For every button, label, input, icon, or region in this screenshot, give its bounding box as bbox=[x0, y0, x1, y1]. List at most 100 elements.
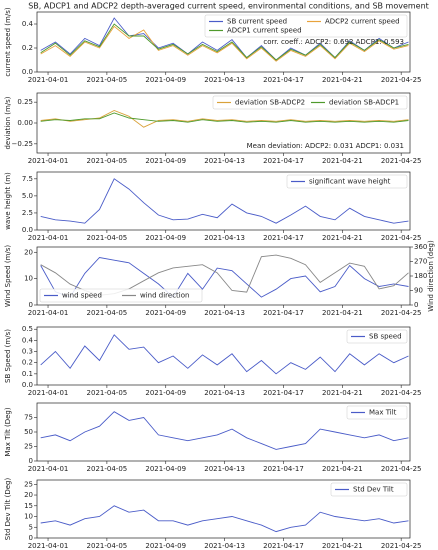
y-tick-label: 5.0 bbox=[22, 192, 33, 200]
series-line bbox=[40, 178, 409, 224]
legend-box bbox=[286, 174, 408, 189]
x-tick-label: 2021-04-17 bbox=[263, 157, 304, 165]
y-tick-label: 50 bbox=[24, 428, 33, 436]
x-tick-label: 2021-04-17 bbox=[263, 542, 304, 550]
x-tick-label: 2021-04-21 bbox=[322, 157, 363, 165]
y-axis-label: current speed (m/s) bbox=[4, 7, 12, 76]
x-tick-label: 2021-04-17 bbox=[263, 234, 304, 242]
series-line bbox=[40, 25, 409, 62]
x-tick-label: 2021-04-13 bbox=[204, 76, 245, 84]
y-tick-label: 0.25 bbox=[17, 98, 33, 106]
y-tick-label: 0.4 bbox=[22, 336, 34, 344]
y-tick-label: 2.5 bbox=[22, 209, 33, 217]
x-tick-label: 2021-04-05 bbox=[87, 465, 128, 473]
x-tick-label: 2021-04-21 bbox=[322, 465, 363, 473]
y-tick-label: 75 bbox=[24, 414, 33, 422]
x-tick-label: 2021-04-17 bbox=[263, 76, 304, 84]
x-tick-label: 2021-04-05 bbox=[87, 234, 128, 242]
x-tick-label: 2021-04-21 bbox=[322, 542, 363, 550]
series-line bbox=[40, 112, 409, 123]
x-tick-label: 2021-04-01 bbox=[28, 389, 69, 397]
legend-label: wind direction bbox=[140, 292, 189, 300]
series-line bbox=[40, 334, 409, 375]
y-axis-label: wave height (m) bbox=[4, 172, 12, 230]
x-tick-label: 2021-04-05 bbox=[87, 157, 128, 165]
y-tick-label: 20 bbox=[24, 248, 33, 256]
plot-frame bbox=[36, 479, 411, 539]
y-tick-label: 20 bbox=[24, 491, 33, 499]
legend-box bbox=[204, 14, 408, 38]
x-tick-label: 2021-04-05 bbox=[87, 542, 128, 550]
y-tick-label: 0.5 bbox=[22, 325, 33, 333]
y-tick-label: 0.0 bbox=[22, 68, 33, 76]
annotation: Mean deviation: ADCP2: 0.031 ADCP1: 0.03… bbox=[247, 142, 404, 150]
y2-tick-label: 180 bbox=[414, 272, 427, 280]
y-tick-label: 0.0 bbox=[22, 226, 33, 234]
x-tick-label: 2021-04-13 bbox=[204, 542, 245, 550]
x-tick-label: 2021-04-17 bbox=[263, 465, 304, 473]
chart-title: SB, ADCP1 and ADCP2 depth-averaged curre… bbox=[28, 2, 429, 11]
y2-axis-label: Wind direction (deg) bbox=[427, 240, 435, 312]
y-tick-label: −0.25 bbox=[12, 140, 33, 148]
x-tick-label: 2021-04-09 bbox=[145, 157, 186, 165]
series-line bbox=[40, 17, 409, 61]
x-tick-label: 2021-04-09 bbox=[145, 389, 186, 397]
x-tick-label: 2021-04-05 bbox=[87, 309, 128, 317]
y-tick-label: 7.5 bbox=[22, 175, 33, 183]
x-tick-label: 2021-04-21 bbox=[322, 309, 363, 317]
y2-tick-label: 90 bbox=[414, 287, 423, 295]
series-line bbox=[40, 505, 409, 533]
x-tick-label: 2021-04-17 bbox=[263, 389, 304, 397]
y-axis-label: deviation (m/s) bbox=[4, 96, 12, 149]
x-tick-label: 2021-04-01 bbox=[28, 465, 69, 473]
x-tick-label: 2021-04-13 bbox=[204, 389, 245, 397]
legend-label: ADCP1 current speed bbox=[227, 27, 302, 35]
legend-label: deviation SB-ADCP1 bbox=[329, 99, 399, 107]
x-tick-label: 2021-04-05 bbox=[87, 76, 128, 84]
y2-tick-label: 0 bbox=[414, 301, 418, 309]
y-axis-label: Max Tilt (Deg) bbox=[4, 407, 12, 456]
legend-label: SB current speed bbox=[227, 18, 287, 26]
legend-label: ADCP2 current speed bbox=[325, 18, 400, 26]
legend-label: Std Dev Tilt bbox=[353, 486, 394, 494]
x-tick-label: 2021-04-13 bbox=[204, 234, 245, 242]
y-tick-label: 0 bbox=[29, 457, 33, 465]
y-tick-label: 0.0 bbox=[22, 381, 33, 389]
x-tick-label: 2021-04-01 bbox=[28, 542, 69, 550]
series-line bbox=[40, 23, 409, 61]
y-tick-label: 5 bbox=[29, 523, 33, 531]
x-tick-label: 2021-04-25 bbox=[381, 76, 422, 84]
y2-tick-label: 360 bbox=[414, 243, 427, 251]
legend-box bbox=[39, 288, 203, 303]
series-line bbox=[40, 110, 409, 128]
series-line bbox=[40, 257, 409, 298]
legend-label: significant wave height bbox=[309, 178, 391, 186]
y-axis-label: SB Speed (m/s) bbox=[4, 329, 12, 383]
x-tick-label: 2021-04-13 bbox=[204, 465, 245, 473]
x-tick-label: 2021-04-21 bbox=[322, 76, 363, 84]
y2-tick-label: 270 bbox=[414, 258, 427, 266]
y-tick-label: 0 bbox=[29, 534, 33, 542]
y-tick-label: 15 bbox=[24, 502, 33, 510]
y-axis-label: Std Dev Tilt (Deg) bbox=[4, 478, 12, 541]
x-tick-label: 2021-04-01 bbox=[28, 309, 69, 317]
y-tick-label: 0.2 bbox=[22, 44, 33, 52]
legend-label: wind speed bbox=[62, 292, 102, 300]
x-tick-label: 2021-04-05 bbox=[87, 389, 128, 397]
x-tick-label: 2021-04-01 bbox=[28, 157, 69, 165]
y-axis-label: Wind Speed (m/s) bbox=[4, 245, 12, 308]
x-tick-label: 2021-04-25 bbox=[381, 309, 422, 317]
legend-box bbox=[212, 95, 408, 110]
x-tick-label: 2021-04-09 bbox=[145, 76, 186, 84]
y-tick-label: 0 bbox=[29, 301, 33, 309]
legend-label: SB speed bbox=[369, 333, 402, 341]
legend-box bbox=[346, 329, 408, 344]
plot-frame bbox=[36, 326, 411, 386]
x-tick-label: 2021-04-21 bbox=[322, 389, 363, 397]
y-tick-label: 25 bbox=[24, 443, 33, 451]
y-tick-label: 0.2 bbox=[22, 359, 33, 367]
x-tick-label: 2021-04-25 bbox=[381, 542, 422, 550]
x-tick-label: 2021-04-09 bbox=[145, 309, 186, 317]
x-tick-label: 2021-04-25 bbox=[381, 389, 422, 397]
